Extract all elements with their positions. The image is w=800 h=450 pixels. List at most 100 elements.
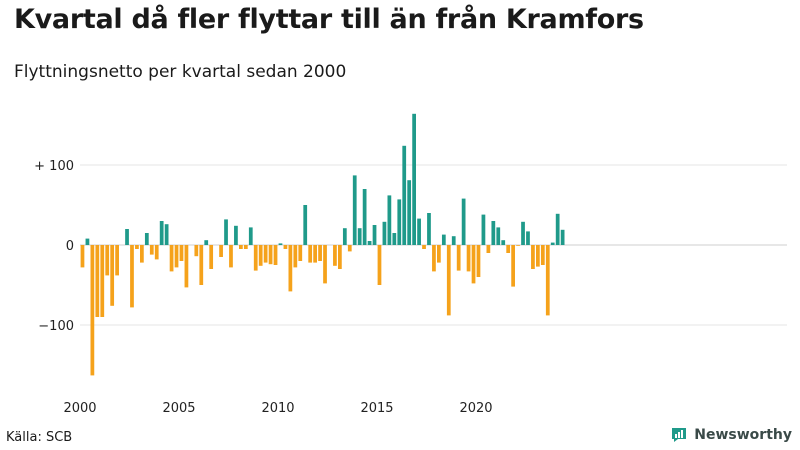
bar (229, 245, 233, 268)
bar (169, 245, 174, 272)
bar (402, 145, 407, 245)
bar (545, 245, 550, 316)
bar (313, 245, 317, 263)
bar (199, 245, 204, 285)
bar (130, 245, 134, 308)
bar (164, 224, 169, 245)
y-tick-label: −100 (38, 319, 74, 334)
bar (209, 245, 214, 269)
bar (441, 234, 446, 245)
x-tick-label: 2010 (261, 401, 294, 416)
bar (397, 199, 402, 245)
bar (253, 245, 258, 271)
bar (491, 221, 496, 245)
bar (144, 233, 149, 245)
bar (263, 245, 268, 263)
bar (392, 233, 397, 245)
x-tick-label: 2005 (162, 401, 195, 416)
bar (278, 243, 283, 245)
bar (466, 245, 471, 272)
x-tick-label: 2015 (360, 401, 393, 416)
brand-name: Newsworthy (694, 427, 792, 443)
bar (338, 245, 342, 269)
bar (521, 221, 525, 245)
bar (179, 245, 184, 261)
bar (511, 245, 515, 287)
bar (85, 238, 90, 245)
bar (451, 236, 456, 245)
bar (501, 240, 506, 245)
bar (224, 219, 228, 245)
bar (496, 227, 501, 245)
bar (417, 218, 421, 245)
bar (506, 245, 511, 253)
bar (486, 245, 491, 253)
bar (560, 229, 565, 245)
bar (95, 245, 100, 317)
bar (90, 245, 95, 376)
bar (471, 245, 476, 284)
bar (273, 245, 278, 265)
bar (347, 245, 352, 252)
bar (184, 245, 189, 288)
bar (303, 205, 308, 245)
bar (555, 213, 560, 245)
bar (422, 245, 426, 249)
bar (377, 245, 382, 285)
bar (461, 198, 466, 245)
bar (407, 180, 412, 245)
bar (323, 245, 327, 284)
bar (258, 245, 263, 266)
bar (516, 245, 520, 246)
bar (387, 195, 392, 245)
bar (476, 245, 481, 277)
chart-title: Kvartal då fler flyttar till än från Kra… (14, 4, 644, 35)
bar (456, 245, 461, 271)
bar (298, 245, 303, 261)
bar (362, 189, 367, 245)
x-tick-label: 2020 (459, 401, 492, 416)
y-tick-label: 0 (66, 239, 74, 254)
bar (342, 228, 347, 245)
bar (283, 245, 288, 249)
bar (268, 245, 273, 265)
bar (481, 214, 486, 245)
bar (550, 242, 555, 245)
bar (234, 225, 238, 245)
bar (318, 245, 322, 261)
bar (382, 221, 387, 245)
bar (110, 245, 115, 306)
bar (115, 245, 119, 276)
bar (308, 245, 313, 263)
bar (526, 231, 530, 245)
bar (125, 229, 129, 245)
bar (100, 245, 105, 317)
newsworthy-logo-icon (672, 428, 687, 442)
bar (159, 221, 164, 245)
bar (194, 245, 199, 257)
bar (288, 245, 293, 292)
bar (333, 245, 337, 266)
bar (135, 245, 139, 249)
bar (536, 245, 540, 267)
bar (427, 213, 431, 245)
bar (432, 245, 436, 272)
source-label: Källa: SCB (6, 430, 73, 445)
bar (531, 245, 535, 269)
chart-subtitle: Flyttningsnetto per kvartal sedan 2000 (14, 62, 347, 82)
y-tick-label: + 100 (34, 159, 74, 174)
bar (540, 245, 545, 265)
bar (243, 245, 248, 249)
brand-logo: Newsworthy (670, 426, 792, 444)
bar (437, 245, 441, 263)
bar (140, 245, 144, 263)
bar (174, 245, 179, 268)
bar (352, 175, 357, 245)
bar (357, 228, 362, 245)
bar (372, 225, 377, 245)
bar (204, 240, 209, 245)
bar (412, 113, 416, 245)
bar (293, 245, 298, 268)
bar (248, 227, 253, 245)
bar (105, 245, 110, 276)
